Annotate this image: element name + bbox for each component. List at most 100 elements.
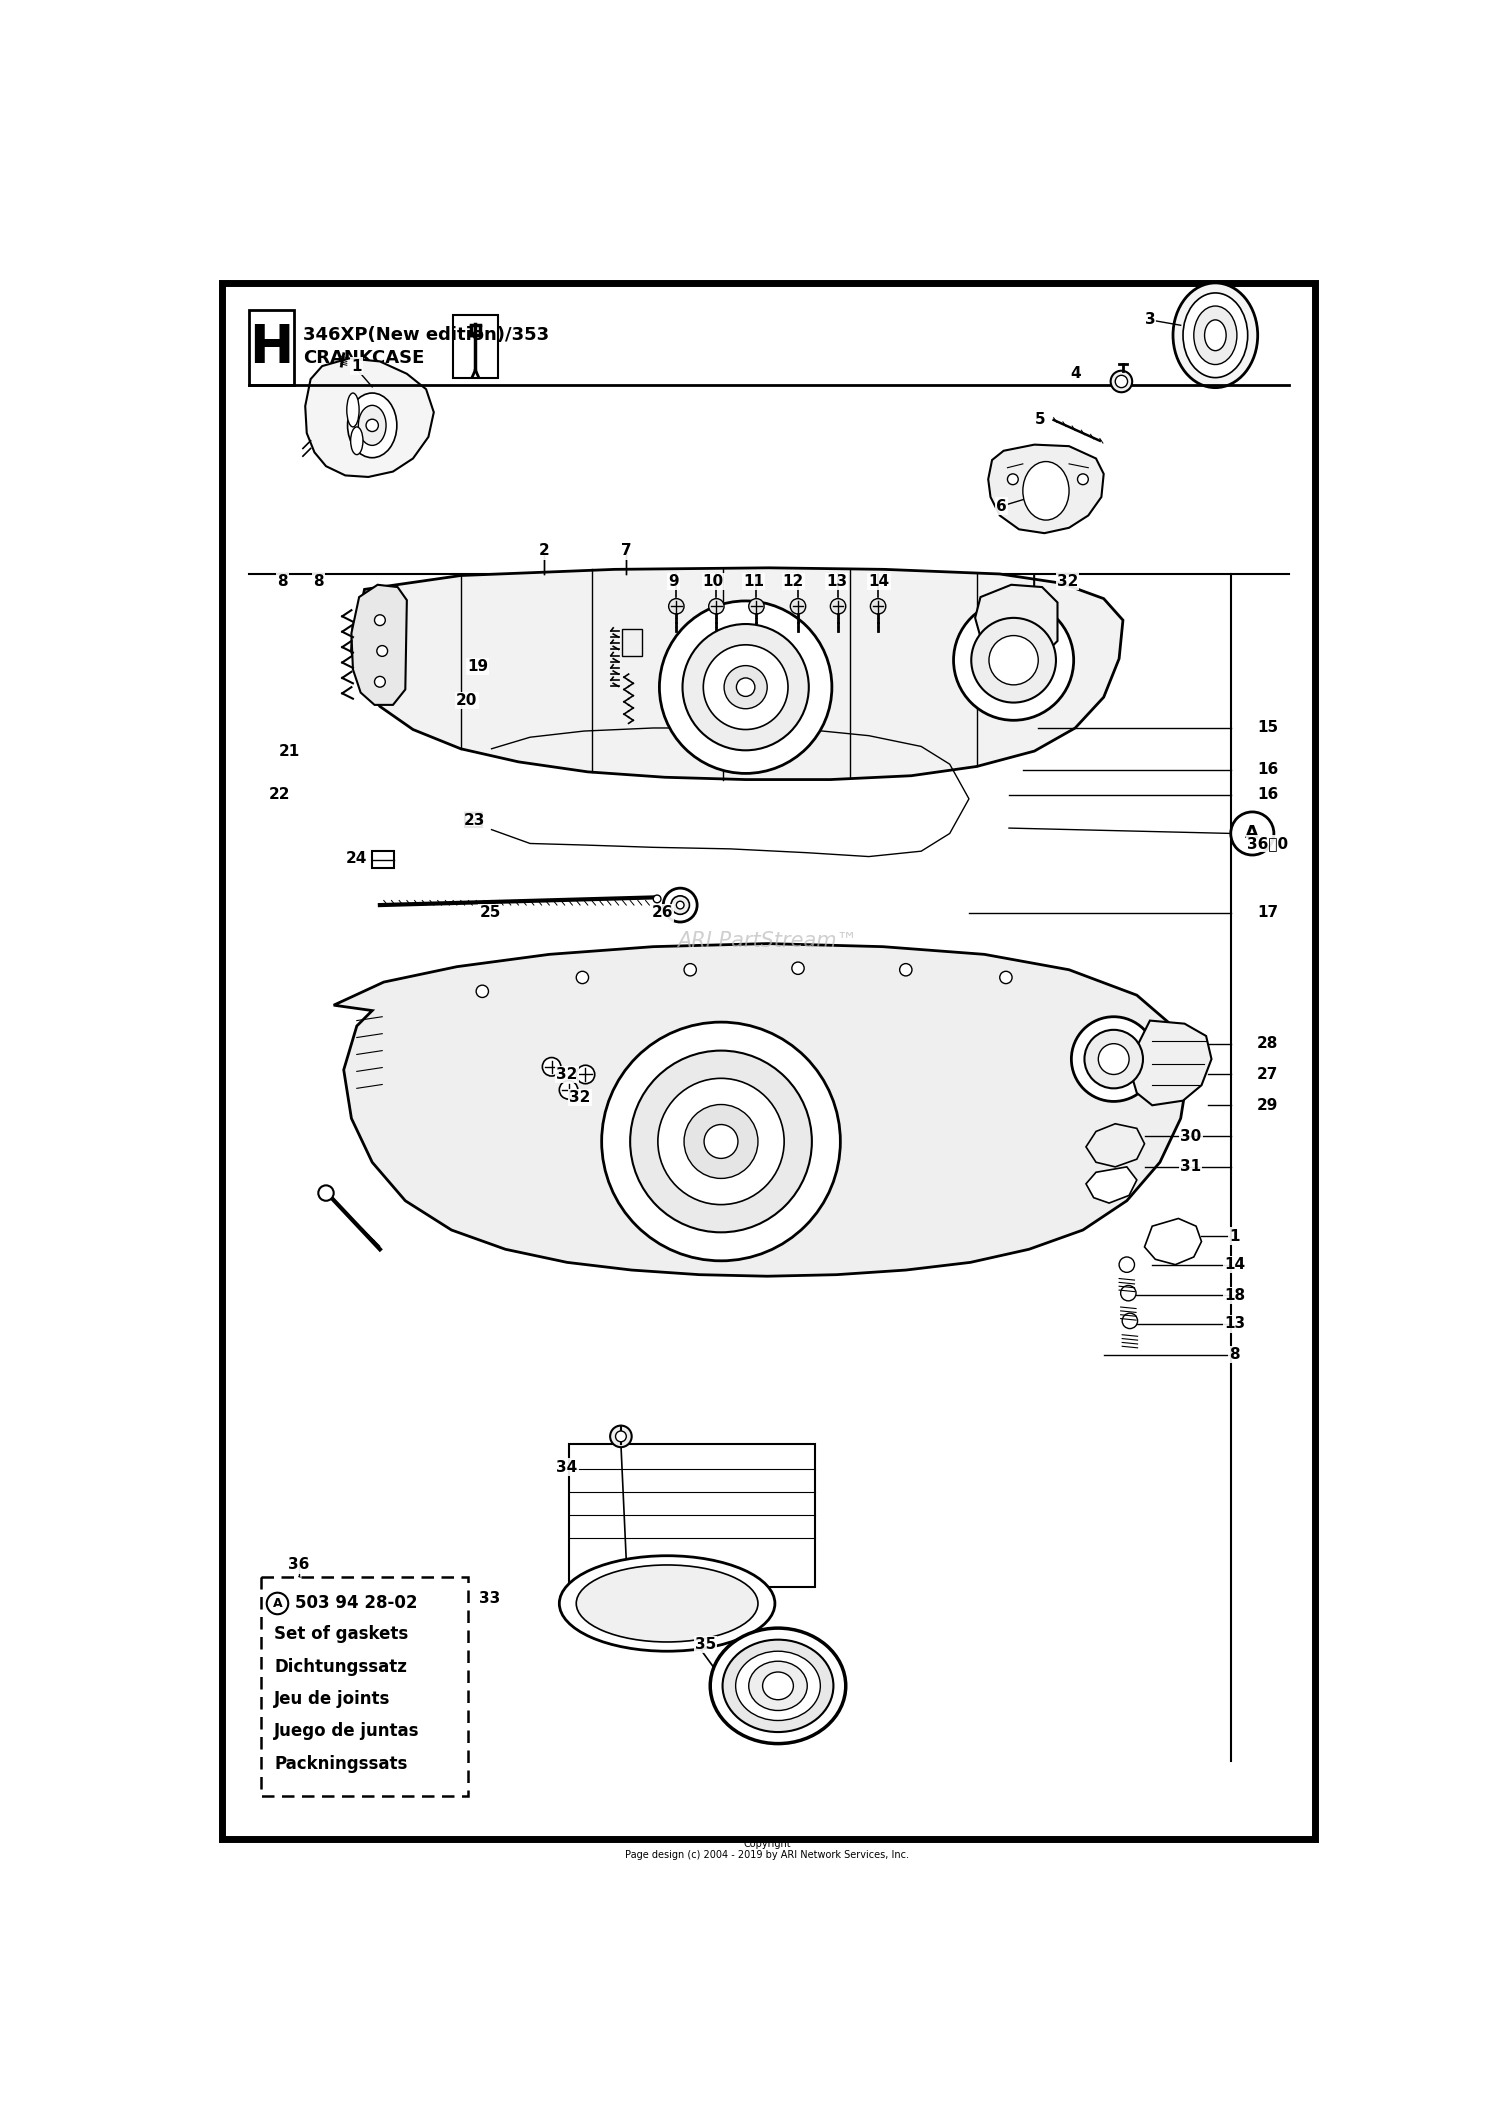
Text: 28: 28 [1257,1036,1278,1050]
Circle shape [658,1078,784,1204]
Circle shape [1071,1017,1156,1101]
Text: 1: 1 [1230,1229,1240,1244]
Circle shape [954,601,1074,721]
Circle shape [790,599,806,613]
Text: Juego de juntas: Juego de juntas [274,1723,420,1740]
Ellipse shape [762,1672,794,1700]
Circle shape [663,889,698,922]
Text: Dichtungssatz: Dichtungssatz [274,1658,408,1677]
Circle shape [602,1021,840,1261]
Text: Copyright: Copyright [744,1840,790,1849]
Circle shape [682,624,808,750]
Text: 16: 16 [1257,763,1278,777]
Bar [453,315,498,378]
Text: H: H [249,321,294,374]
Circle shape [543,1057,561,1076]
Text: 36⑀0: 36⑀0 [1246,836,1288,851]
Text: 12: 12 [783,574,804,588]
Text: 17: 17 [1257,906,1278,920]
Ellipse shape [348,393,398,458]
Circle shape [560,1080,578,1099]
Text: 14: 14 [1224,1256,1245,1273]
Text: 24: 24 [346,851,368,866]
Circle shape [900,964,912,977]
Text: 2: 2 [538,544,549,559]
Circle shape [1122,1313,1137,1328]
Bar [568,1443,814,1586]
Circle shape [1008,475,1019,485]
Circle shape [576,1065,594,1084]
Text: 6: 6 [996,498,1006,515]
Text: 27: 27 [1257,1067,1278,1082]
Text: 4: 4 [1070,366,1080,380]
Text: 503 94 28-02: 503 94 28-02 [296,1595,417,1611]
Circle shape [318,1185,333,1202]
Text: A: A [273,1597,282,1609]
Circle shape [576,971,588,983]
Text: 21: 21 [279,744,300,758]
Ellipse shape [1204,319,1225,351]
Circle shape [376,645,387,656]
Circle shape [366,420,378,431]
Text: 36: 36 [288,1557,309,1572]
Text: 30: 30 [1180,1128,1202,1143]
Text: 20: 20 [456,693,477,708]
Polygon shape [975,584,1058,660]
Text: 7: 7 [621,544,632,559]
Text: 34: 34 [556,1460,578,1475]
Text: 14: 14 [868,574,889,588]
Circle shape [831,599,846,613]
Circle shape [708,599,724,613]
Ellipse shape [723,1639,834,1731]
Circle shape [375,616,386,626]
Text: 8: 8 [1230,1347,1240,1361]
Circle shape [1098,1044,1130,1074]
Bar [465,813,482,826]
Text: Packningssats: Packningssats [274,1754,408,1773]
Circle shape [1119,1256,1134,1273]
Polygon shape [1086,1124,1144,1166]
Text: 5: 5 [1035,412,1046,427]
Circle shape [736,679,754,695]
Ellipse shape [710,1628,846,1744]
Text: A: A [1245,824,1258,843]
Circle shape [724,666,766,708]
Text: ARI PartStream™: ARI PartStream™ [676,931,858,952]
Ellipse shape [358,405,386,445]
Polygon shape [304,359,433,477]
Ellipse shape [1194,307,1237,366]
Text: 32: 32 [556,1067,578,1082]
Text: 15: 15 [1257,721,1278,735]
Text: 13: 13 [1224,1317,1245,1332]
Circle shape [669,599,684,613]
Circle shape [1028,597,1041,609]
Text: Set of gaskets: Set of gaskets [274,1626,408,1643]
Polygon shape [1131,1021,1212,1105]
Text: 32: 32 [1058,574,1078,588]
Text: 18: 18 [1224,1288,1245,1303]
Polygon shape [351,567,1124,779]
Ellipse shape [735,1651,821,1721]
Text: 26: 26 [651,906,674,920]
Circle shape [676,901,684,910]
Polygon shape [351,584,406,704]
Circle shape [704,645,788,729]
Circle shape [704,1124,738,1158]
Text: 16: 16 [1257,788,1278,803]
Circle shape [999,971,1012,983]
Circle shape [610,1427,632,1448]
Text: 29: 29 [1257,1099,1278,1114]
Polygon shape [1144,1219,1202,1265]
Text: CRANKCASE: CRANKCASE [303,349,424,368]
Ellipse shape [560,1555,776,1651]
Circle shape [654,895,662,903]
Text: Page design (c) 2004 - 2019 by ARI Network Services, Inc.: Page design (c) 2004 - 2019 by ARI Netwo… [626,1851,909,1859]
Circle shape [1110,370,1132,393]
Circle shape [988,637,1038,685]
Ellipse shape [576,1565,758,1643]
Circle shape [630,1050,812,1233]
Circle shape [375,677,386,687]
Bar [249,309,294,384]
Text: 25: 25 [480,906,501,920]
Text: 22: 22 [268,788,291,803]
